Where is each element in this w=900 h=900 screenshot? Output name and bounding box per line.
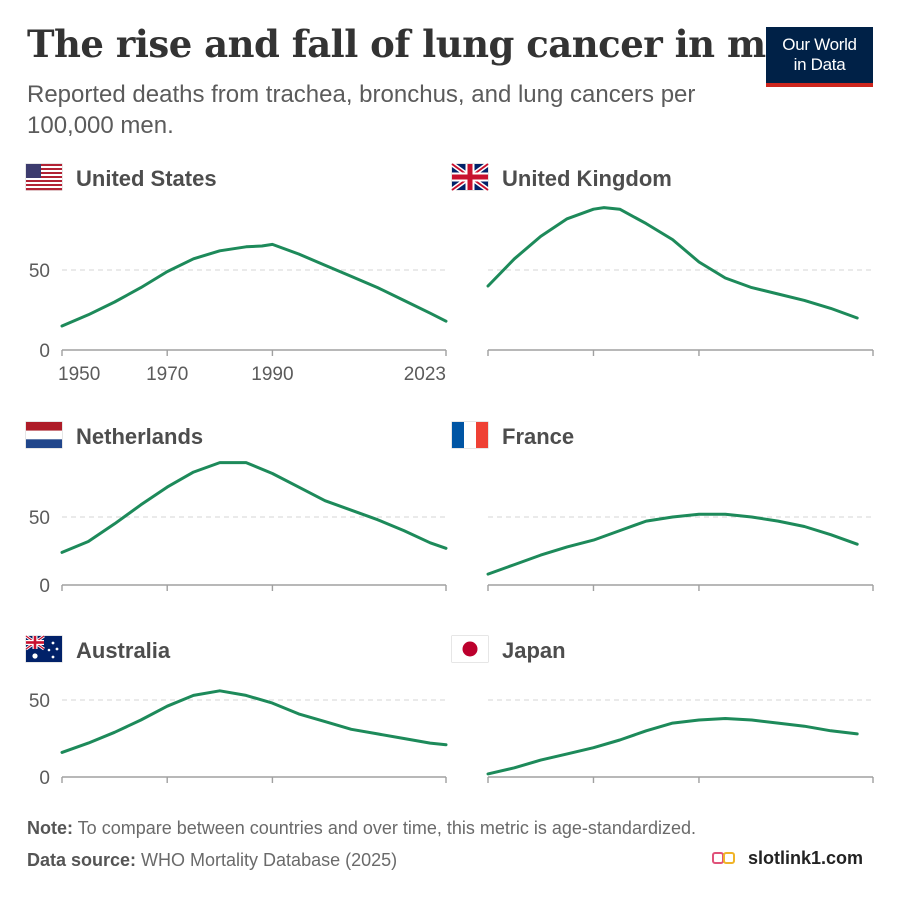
x-tick-label: 1970 (146, 364, 188, 385)
y-tick-label: 50 (29, 508, 50, 529)
country-label: United States (76, 166, 217, 191)
y-tick-label: 50 (29, 261, 50, 282)
japan-flag-icon (451, 635, 489, 663)
uk-flag-icon (450, 161, 490, 193)
us-flag-icon (25, 163, 63, 191)
panel-australia: Australia 0 50 (25, 634, 448, 789)
series-line (486, 717, 859, 776)
y-tick-label: 50 (29, 691, 50, 712)
panel-netherlands: Netherlands 0 50 (25, 421, 448, 597)
country-label: Australia (76, 638, 171, 663)
watermark-text: slotlink1.com (748, 847, 864, 868)
x-tick-label: 1950 (58, 364, 100, 385)
chart-title: The rise and fall of lung cancer in men (27, 22, 816, 66)
source-label: Data source: (27, 850, 137, 870)
note-label: Note: (27, 818, 73, 838)
y-tick-label: 0 (39, 768, 50, 789)
panel-france: France (451, 421, 874, 591)
link-icon (712, 850, 738, 866)
country-label: Japan (502, 638, 566, 663)
panel-united-states: United States 0 50 1950 1970 1990 2023 (25, 163, 448, 385)
y-tick-label: 0 (39, 576, 50, 597)
source-text: WHO Mortality Database (2025) (136, 850, 398, 870)
logo-line-2: in Data (793, 55, 846, 74)
country-label: United Kingdom (502, 166, 672, 191)
owid-logo[interactable]: Our World in Data (766, 27, 873, 87)
x-tick-label: 1990 (251, 364, 293, 385)
watermark: slotlink1.com (708, 846, 872, 870)
panel-united-kingdom: United Kingdom (450, 161, 874, 356)
chart-subtitle: Reported deaths from trachea, bronchus, … (27, 81, 696, 139)
france-flag-icon (451, 421, 489, 449)
series-line (486, 512, 859, 576)
series-line (60, 461, 448, 554)
footer-note: Note: To compare between countries and o… (27, 818, 696, 839)
australia-flag-icon (25, 634, 63, 663)
series-line (60, 242, 448, 328)
series-line (486, 206, 859, 320)
footer-source: Data source: WHO Mortality Database (202… (27, 850, 397, 871)
country-label: Netherlands (76, 424, 203, 449)
x-tick-label: 2023 (404, 364, 446, 385)
logo-line-1: Our World (782, 35, 857, 54)
country-label: France (502, 424, 574, 449)
series-line (60, 689, 448, 754)
small-multiples-chart: United States 0 50 1950 1970 1990 2023 United K… (25, 161, 874, 789)
y-tick-label: 0 (39, 341, 50, 362)
panel-japan: Japan (451, 635, 874, 783)
note-text: To compare between countries and over ti… (73, 818, 696, 838)
netherlands-flag-icon (25, 421, 63, 449)
